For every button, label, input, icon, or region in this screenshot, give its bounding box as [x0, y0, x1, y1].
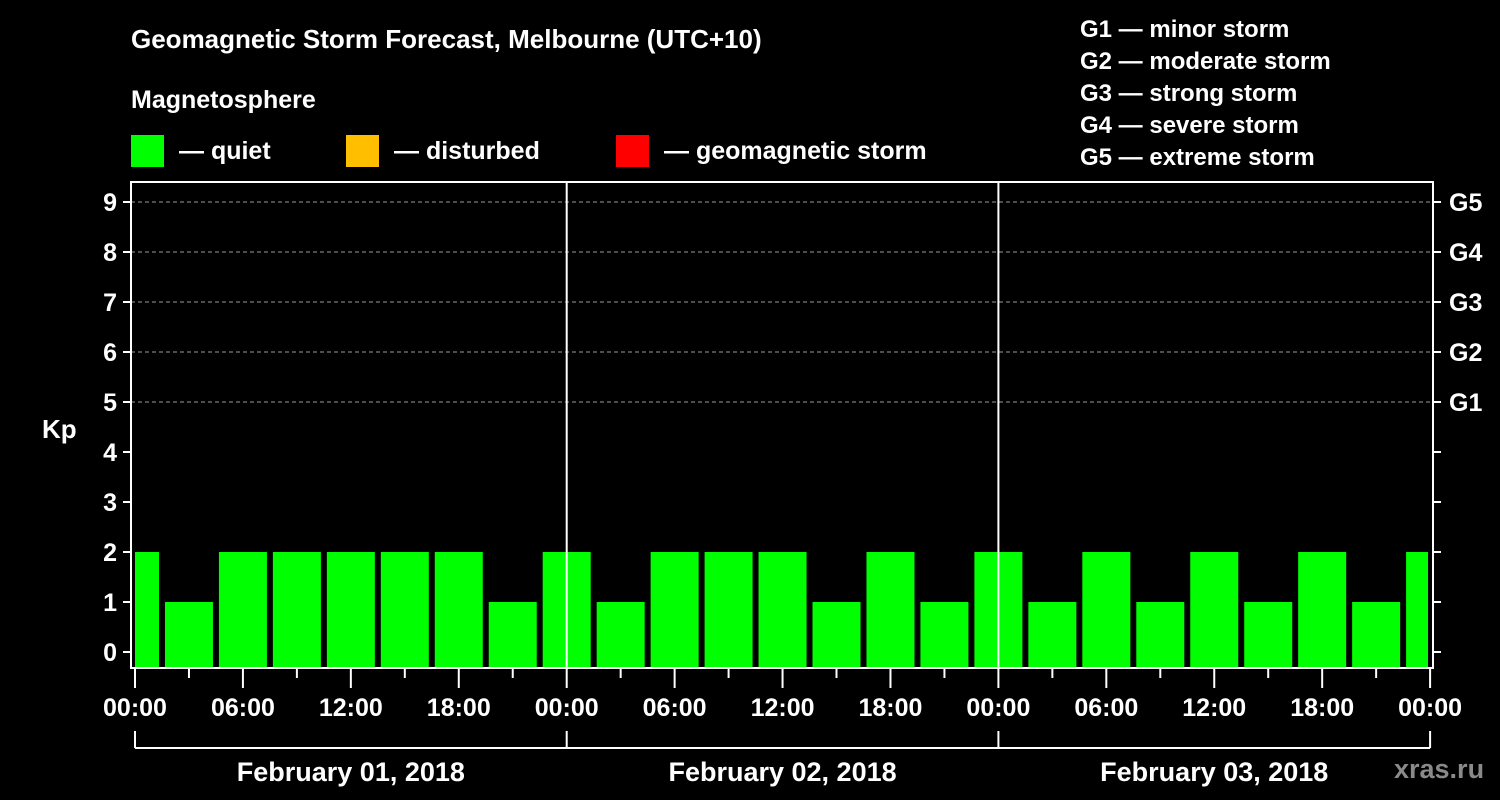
y-tick-label: 9: [103, 189, 117, 217]
gridlines: [131, 201, 1433, 403]
kp-bar: [920, 602, 969, 667]
x-tick-label: 06:00: [211, 694, 275, 722]
storm-scale-legend: G1 — minor storm G2 — moderate storm G3 …: [1080, 14, 1331, 174]
y-tick-label: 2: [103, 539, 117, 567]
kp-bar: [1082, 552, 1131, 667]
kp-bar: [1244, 602, 1293, 667]
kp-bar: [866, 552, 915, 667]
y-tick-label: 8: [103, 239, 117, 267]
y-tick-label: 4: [103, 439, 117, 467]
g-scale-label: G5: [1449, 189, 1482, 217]
date-label: February 01, 2018: [237, 757, 465, 787]
legend-label-disturbed: — disturbed: [394, 136, 540, 165]
x-tick-label: 06:00: [643, 694, 707, 722]
x-tick-label: 12:00: [751, 694, 815, 722]
kp-bar: [1136, 602, 1185, 667]
kp-bar: [1406, 552, 1428, 667]
kp-bar: [650, 552, 699, 667]
kp-bar: [1298, 552, 1347, 667]
axes: [123, 181, 1441, 749]
y-axis-label: Kp: [42, 414, 77, 444]
x-tick-label: 00:00: [966, 694, 1030, 722]
x-tick-label: 18:00: [427, 694, 491, 722]
kp-bar: [1352, 602, 1401, 667]
x-tick-label: 12:00: [1182, 694, 1246, 722]
x-tick-label: 12:00: [319, 694, 383, 722]
x-tick-label: 00:00: [1398, 694, 1462, 722]
kp-bars: [135, 552, 1428, 667]
y-tick-label: 3: [103, 489, 117, 517]
kp-bar: [1028, 602, 1077, 667]
legend-item-quiet: — quiet: [131, 134, 271, 168]
kp-bar: [272, 552, 321, 667]
y-tick-label: 5: [103, 389, 117, 417]
legend-label-quiet: — quiet: [179, 136, 271, 165]
storm-scale-g5: G5 — extreme storm: [1080, 144, 1315, 171]
kp-bar: [812, 602, 861, 667]
kp-bar: [434, 552, 483, 667]
axis-labels: 0 1 2 3 4 5 6 7 8 9 G1 G2 G3 G4 G5 00:00 06:00 12:00 18:00…: [103, 189, 1482, 787]
kp-bar: [218, 552, 267, 667]
storm-scale-g4: G4 — severe storm: [1080, 112, 1299, 139]
x-tick-label: 00:00: [103, 694, 167, 722]
watermark: xras.ru: [1394, 754, 1485, 784]
kp-bar: [380, 552, 429, 667]
legend-swatch-quiet: [131, 135, 164, 167]
g-scale-label: G3: [1449, 289, 1482, 317]
legend-item-disturbed: — disturbed: [346, 134, 540, 168]
storm-scale-g1: G1 — minor storm: [1080, 16, 1290, 43]
y-tick-label: 6: [103, 339, 117, 367]
x-tick-label: 18:00: [858, 694, 922, 722]
x-tick-label: 06:00: [1074, 694, 1138, 722]
storm-scale-g2: G2 — moderate storm: [1080, 48, 1331, 75]
kp-bar: [488, 602, 537, 667]
chart-title: Geomagnetic Storm Forecast, Melbourne (U…: [131, 24, 762, 54]
kp-bar: [135, 552, 159, 667]
g-scale-label: G1: [1449, 389, 1482, 417]
y-tick-label: 1: [103, 589, 117, 617]
kp-bar: [704, 552, 753, 667]
kp-bar: [1190, 552, 1239, 667]
kp-bar: [326, 552, 375, 667]
g-scale-label: G2: [1449, 339, 1482, 367]
y-tick-label: 7: [103, 289, 117, 317]
x-tick-label: 18:00: [1290, 694, 1354, 722]
date-label: February 02, 2018: [668, 757, 896, 787]
legend-item-storm: — geomagnetic storm: [616, 134, 927, 168]
magnetosphere-title: Magnetosphere: [131, 86, 316, 114]
g-scale-label: G4: [1449, 239, 1482, 267]
legend-swatch-disturbed: [346, 135, 379, 167]
legend-label-storm: — geomagnetic storm: [664, 136, 927, 165]
y-tick-label: 0: [103, 639, 117, 667]
kp-bar: [596, 602, 645, 667]
kp-bar: [758, 552, 807, 667]
legend-swatch-storm: [616, 135, 649, 167]
kp-bar: [164, 602, 213, 667]
x-tick-label: 00:00: [535, 694, 599, 722]
date-label: February 03, 2018: [1100, 757, 1328, 787]
storm-scale-g3: G3 — strong storm: [1080, 80, 1298, 107]
